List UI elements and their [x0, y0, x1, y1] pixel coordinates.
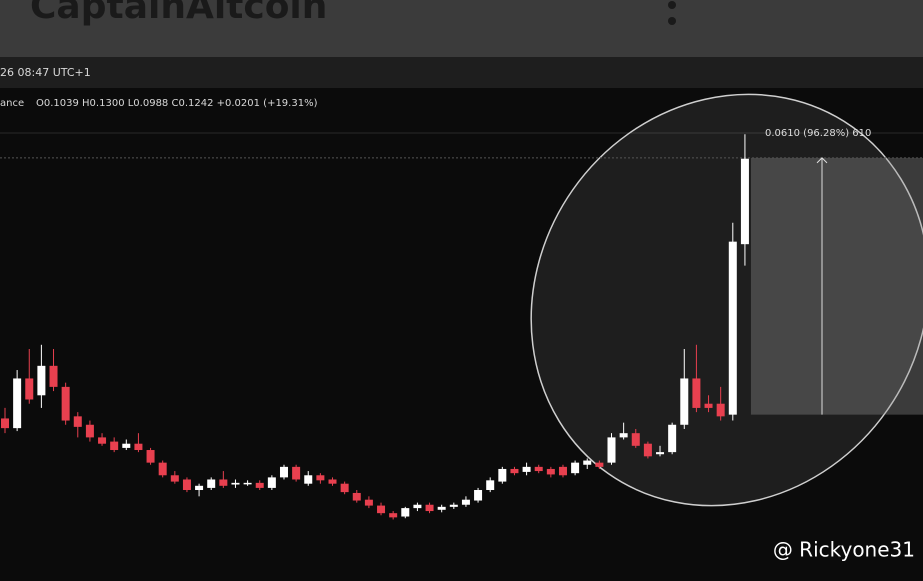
candle-body	[25, 378, 34, 400]
candle-body	[510, 468, 519, 474]
candle-body	[37, 365, 46, 396]
candle-body	[49, 365, 58, 387]
candle-body	[716, 403, 725, 417]
candle-body	[728, 241, 737, 415]
measure-label: 0.0610 (96.28%) 610	[765, 128, 871, 139]
candle-body	[401, 508, 410, 517]
measure-arrowhead	[816, 157, 828, 164]
candle-body	[195, 485, 204, 491]
candle-body	[656, 452, 665, 455]
candle-body	[364, 499, 373, 506]
candle-body	[413, 504, 422, 509]
candle-body	[146, 450, 155, 463]
candle-body	[571, 462, 580, 474]
candle-body	[267, 477, 276, 488]
candle-body	[534, 466, 543, 472]
candle-body	[619, 433, 628, 438]
candle-body	[219, 479, 228, 486]
candle-body	[643, 443, 652, 457]
candle-body	[231, 482, 240, 485]
candle-body	[304, 475, 313, 484]
candle-body	[182, 479, 191, 491]
candle-body	[474, 490, 483, 501]
candle-body	[607, 437, 616, 463]
ohlc-legend: O0.1039 H0.1300 L0.0988 C0.1242 +0.0201 …	[36, 98, 318, 109]
plot: 0.0610 (96.28%) 610	[0, 128, 923, 520]
watermark: @ Rickyone31	[773, 538, 915, 562]
candle-body	[546, 468, 555, 475]
candle-body	[98, 437, 107, 444]
measure-box	[750, 157, 923, 415]
candle-body	[207, 479, 216, 488]
menu-icon[interactable]	[668, 1, 676, 25]
candle-body	[522, 466, 531, 472]
candle-body	[692, 378, 701, 408]
candle-body	[13, 378, 22, 429]
top-bar	[0, 0, 923, 57]
toolbar	[0, 57, 923, 88]
candle-body	[85, 424, 94, 438]
candle-body	[1, 418, 9, 429]
candle-body	[377, 505, 386, 514]
candle-body	[449, 504, 458, 507]
candle-body	[486, 480, 495, 491]
candle-body	[110, 441, 119, 451]
candle-body	[558, 466, 567, 476]
candle-body	[437, 506, 446, 510]
candle-body	[61, 386, 70, 421]
candle-body	[389, 513, 398, 518]
candle-body	[158, 462, 167, 476]
candle-body	[316, 475, 325, 481]
candle-body	[292, 466, 301, 480]
candle-body	[134, 443, 143, 451]
candle-body	[740, 158, 749, 245]
candle-body	[255, 482, 264, 488]
candle-body	[170, 475, 179, 482]
candle-body	[340, 483, 349, 493]
candle-body	[243, 482, 252, 485]
candle-body	[279, 466, 288, 478]
candle-body	[595, 462, 604, 467]
candle-body	[668, 424, 677, 453]
brand: CaptainAltcoin	[30, 0, 327, 27]
candle-body	[122, 443, 131, 448]
candle-body	[425, 504, 434, 512]
candle-body	[498, 468, 507, 482]
candle-body	[328, 479, 337, 484]
candle-body	[631, 433, 640, 446]
time: 26 08:47 UTC+1	[0, 66, 91, 79]
candle-body	[461, 499, 470, 505]
source: ance	[0, 98, 24, 109]
candle-body	[352, 492, 361, 501]
candle-body	[583, 460, 592, 465]
candle-body	[680, 378, 689, 425]
candle-body	[73, 416, 82, 427]
candle-body	[704, 403, 713, 408]
